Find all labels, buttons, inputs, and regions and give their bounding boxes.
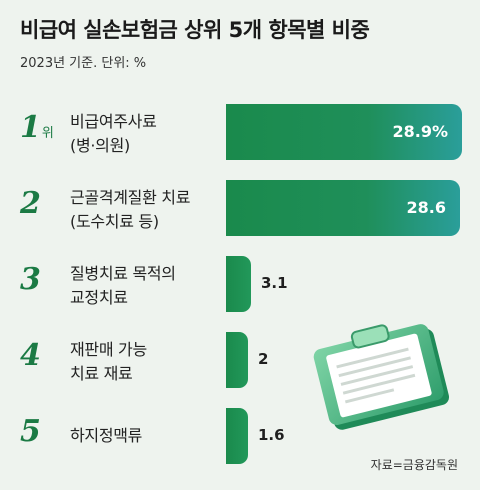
category-label-line2: (도수치료 등) bbox=[70, 212, 159, 231]
rank-suffix: 위 bbox=[41, 126, 54, 141]
category-label: 비급여주사료 (병·의원) bbox=[70, 110, 157, 158]
category-label-line1: 재판매 가능 bbox=[70, 340, 147, 359]
bar bbox=[226, 408, 248, 464]
bar bbox=[226, 256, 251, 312]
category-label-line1: 근골격계질환 치료 bbox=[70, 188, 191, 207]
rank-number: 5 bbox=[20, 414, 41, 449]
clipboard-icon bbox=[313, 324, 450, 430]
category-label-line2: (병·의원) bbox=[70, 136, 130, 155]
bar bbox=[226, 332, 248, 388]
chart-subtitle: 2023년 기준. 단위: % bbox=[20, 56, 147, 71]
value-label: 2 bbox=[258, 350, 269, 368]
category-label-line2: 치료 재료 bbox=[70, 364, 133, 383]
bar-row: 5 하지정맥류 1.6 bbox=[0, 406, 480, 466]
category-label-line1: 비급여주사료 bbox=[70, 112, 157, 131]
rank-number: 3 bbox=[20, 262, 41, 297]
rank-number: 2 bbox=[20, 186, 41, 221]
bar: 28.9% bbox=[226, 104, 462, 160]
category-label: 하지정맥류 bbox=[70, 424, 142, 448]
category-label: 근골격계질환 치료 (도수치료 등) bbox=[70, 186, 190, 234]
value-label: 1.6 bbox=[258, 426, 285, 444]
source-note: 자료=금융감독원 bbox=[370, 458, 458, 472]
category-label-line2: 교정치료 bbox=[70, 288, 128, 307]
rank-number: 4 bbox=[20, 338, 41, 373]
value-label: 3.1 bbox=[261, 274, 288, 292]
category-label-line1: 질병치료 목적의 bbox=[70, 264, 176, 283]
bar-row: 2 근골격계질환 치료 (도수치료 등) 28.6 bbox=[0, 178, 480, 238]
bar-row: 1위 비급여주사료 (병·의원) 28.9% bbox=[0, 102, 480, 162]
value-label: 28.6 bbox=[406, 198, 446, 217]
value-label: 28.9% bbox=[392, 122, 448, 141]
chart-title: 비급여 실손보험금 상위 5개 항목별 비중 bbox=[20, 18, 370, 42]
rank-number: 1위 bbox=[20, 110, 54, 145]
bar: 28.6 bbox=[226, 180, 460, 236]
category-label-line1: 하지정맥류 bbox=[70, 426, 143, 445]
